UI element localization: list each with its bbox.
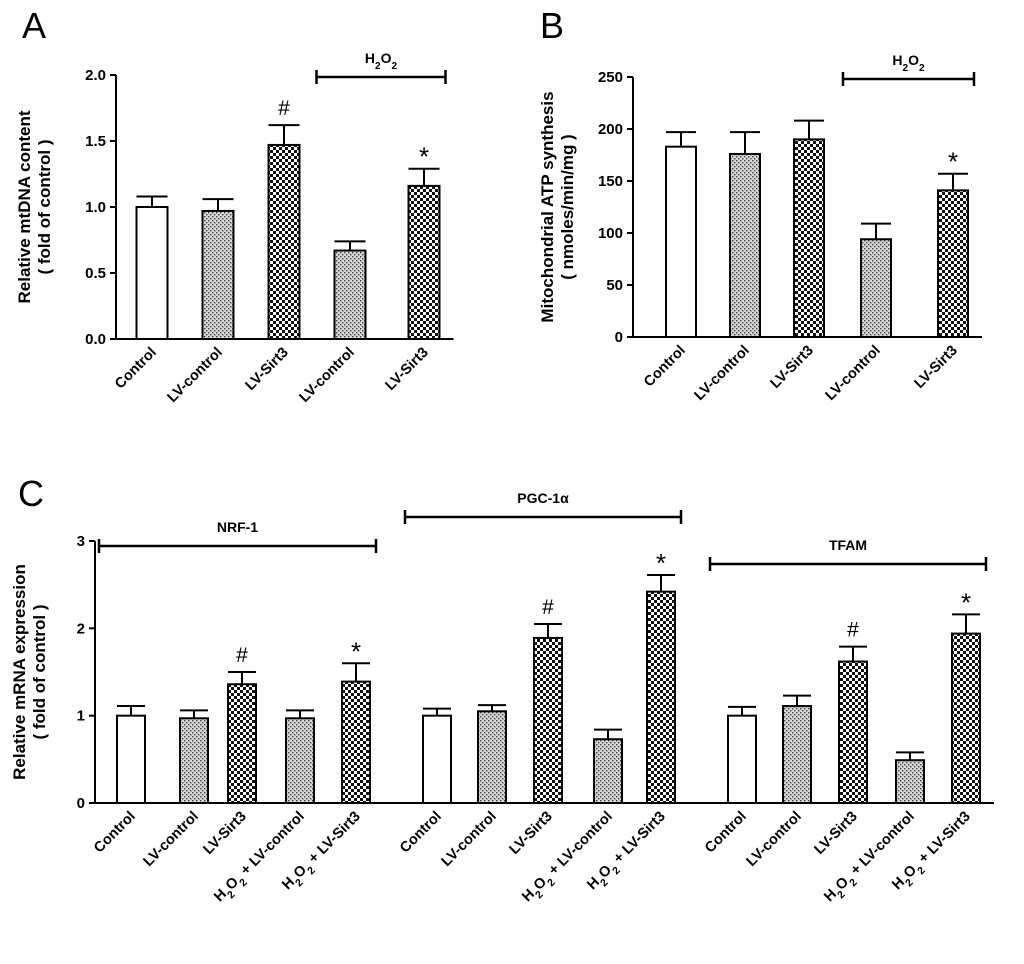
y-axis-title: ( fold of control ) xyxy=(35,139,54,274)
bar xyxy=(285,717,315,805)
y-tick-label: 3 xyxy=(77,533,85,550)
bar xyxy=(477,710,507,804)
bar xyxy=(422,714,452,805)
significance-marker: # xyxy=(542,596,554,619)
bar xyxy=(179,717,209,805)
bar xyxy=(116,714,146,805)
x-tick-label: LV-Sirt3 xyxy=(768,343,817,392)
bar xyxy=(665,145,697,338)
x-tick-label: LV-control xyxy=(141,809,202,870)
bar xyxy=(267,143,301,340)
bar xyxy=(727,714,757,805)
x-tick-label: LV-Sirt3 xyxy=(383,345,432,394)
x-tick-label: LV-Sirt3 xyxy=(812,809,861,858)
bar xyxy=(533,636,563,804)
panel-letter-b: B xyxy=(540,5,564,46)
x-tick-label: LV-Sirt3 xyxy=(912,343,961,392)
x-tick-label: LV-Sirt3 xyxy=(243,345,292,394)
panel-letter-a: A xyxy=(22,5,46,46)
y-tick-label: 1.5 xyxy=(85,133,106,150)
bar xyxy=(782,705,812,804)
x-tick-label: LV-control xyxy=(823,343,884,404)
y-axis-title: ( fold of control ) xyxy=(30,604,49,739)
y-tick-label: 0 xyxy=(77,795,85,812)
panel-letter-c: C xyxy=(18,473,44,514)
bar xyxy=(895,759,925,804)
group-label: TFAM xyxy=(829,537,867,553)
significance-marker: * xyxy=(656,548,666,578)
significance-marker: * xyxy=(961,587,971,617)
bar xyxy=(951,632,981,804)
x-tick-label: LV-control xyxy=(692,343,753,404)
bar xyxy=(227,683,257,805)
x-tick-label: LV-Sirt3 xyxy=(201,809,250,858)
x-tick-label: Control xyxy=(91,809,139,857)
y-axis-title: ( nmoles/min/mg ) xyxy=(558,134,577,279)
significance-marker: # xyxy=(847,619,859,642)
x-tick-label: LV-control xyxy=(165,345,226,406)
x-tick-label: Control xyxy=(702,809,750,857)
bar xyxy=(201,209,235,340)
x-tick-label: Control xyxy=(397,809,445,857)
significance-marker: * xyxy=(419,142,429,172)
y-tick-label: 250 xyxy=(598,69,623,86)
bar xyxy=(341,680,371,805)
group-label: PGC-1α xyxy=(517,490,569,506)
bar xyxy=(860,238,892,339)
y-tick-label: 1.0 xyxy=(85,199,106,216)
significance-marker: * xyxy=(948,147,958,177)
y-axis-title: Relative mtDNA content xyxy=(15,110,34,303)
significance-marker: * xyxy=(351,636,361,666)
y-tick-label: 2 xyxy=(77,620,85,637)
x-tick-label: LV-Sirt3 xyxy=(507,809,556,858)
y-tick-label: 50 xyxy=(606,277,623,294)
y-tick-label: 200 xyxy=(598,121,623,138)
y-tick-label: 0 xyxy=(615,329,623,346)
x-tick-label: Control xyxy=(112,345,160,393)
y-axis-title: Relative mRNA expression xyxy=(10,564,29,780)
group-label: H2O2 xyxy=(892,52,925,74)
chart-panel-c: 0 1 2 3 Relative mRNA expression( fold of co… xyxy=(10,490,994,908)
bar xyxy=(135,206,169,340)
group-label: NRF-1 xyxy=(217,519,258,535)
bar xyxy=(937,189,969,338)
y-tick-label: 1 xyxy=(77,708,85,725)
y-tick-label: 0.0 xyxy=(85,331,106,348)
significance-marker: # xyxy=(278,97,290,120)
y-axis-title: Mitochondrial ATP synthesis xyxy=(538,91,557,322)
x-tick-label: Control xyxy=(641,343,689,391)
y-tick-label: 2.0 xyxy=(85,67,106,84)
bar xyxy=(407,184,441,340)
x-tick-label: LV-control xyxy=(439,809,500,870)
bar xyxy=(646,590,676,804)
bar xyxy=(838,660,868,805)
y-tick-label: 150 xyxy=(598,173,623,190)
chart-panel-b: 0 50 100 150 200 250 Mitochondrial ATP synthes… xyxy=(538,52,982,404)
group-label: H2O2 xyxy=(365,50,398,72)
significance-marker: # xyxy=(236,644,248,667)
y-tick-label: 100 xyxy=(598,225,623,242)
chart-panel-a: 0.0 0.5 1.0 1.5 2.0 Relative mtDNA content( f… xyxy=(15,50,454,406)
bar xyxy=(333,249,367,340)
y-tick-label: 0.5 xyxy=(85,265,106,282)
bar xyxy=(593,738,623,804)
x-tick-label: LV-control xyxy=(297,345,358,406)
bar xyxy=(793,138,825,338)
bar xyxy=(729,152,761,338)
x-tick-label: LV-control xyxy=(744,809,805,870)
